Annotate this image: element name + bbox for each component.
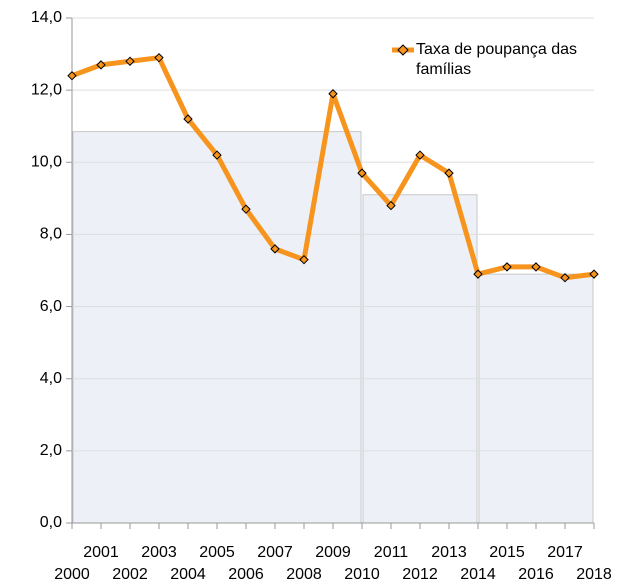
x-tick-label: 2014 bbox=[460, 566, 496, 583]
marker bbox=[560, 273, 570, 283]
period-bar bbox=[362, 194, 478, 524]
marker bbox=[473, 269, 483, 279]
marker bbox=[183, 114, 193, 124]
y-tick-label: 6,0 bbox=[40, 298, 62, 315]
y-tick-label: 4,0 bbox=[40, 370, 62, 387]
x-tick-label: 2016 bbox=[518, 566, 554, 583]
marker bbox=[96, 60, 106, 70]
x-tick-label: 2005 bbox=[199, 544, 235, 561]
period-bar bbox=[478, 273, 594, 524]
x-tick-label: 2012 bbox=[402, 566, 438, 583]
marker bbox=[589, 269, 599, 279]
marker bbox=[502, 262, 512, 272]
marker bbox=[125, 56, 135, 66]
marker bbox=[154, 52, 164, 63]
y-tick-label: 0,0 bbox=[40, 514, 62, 531]
y-tick-label: 14,0 bbox=[31, 9, 62, 26]
x-tick-label: 2009 bbox=[315, 544, 351, 561]
marker bbox=[415, 150, 425, 160]
y-tick-label: 2,0 bbox=[40, 442, 62, 459]
x-tick-label: 2003 bbox=[141, 544, 177, 561]
x-tick-label: 2010 bbox=[344, 566, 380, 583]
marker bbox=[241, 204, 251, 214]
legend-label: Taxa de poupança das famílias bbox=[416, 41, 578, 78]
marker bbox=[357, 168, 367, 178]
legend-marker bbox=[397, 44, 409, 56]
x-tick-label: 2004 bbox=[170, 566, 206, 583]
x-tick-label: 2002 bbox=[112, 566, 148, 583]
x-tick-label: 2006 bbox=[228, 566, 264, 583]
y-tick-label: 12,0 bbox=[31, 81, 62, 98]
x-tick-label: 2011 bbox=[374, 544, 409, 561]
marker bbox=[444, 168, 454, 178]
marker bbox=[328, 89, 338, 99]
marker bbox=[212, 150, 222, 160]
marker bbox=[270, 244, 280, 254]
x-tick-label: 2000 bbox=[54, 566, 90, 583]
x-tick-label: 2015 bbox=[489, 544, 525, 561]
y-tick-label: 8,0 bbox=[40, 226, 62, 243]
y-tick-label: 10,0 bbox=[31, 154, 62, 171]
x-tick-label: 2013 bbox=[431, 544, 467, 561]
x-tick-label: 2018 bbox=[576, 566, 612, 583]
marker bbox=[386, 200, 396, 211]
x-tick-label: 2017 bbox=[547, 544, 583, 561]
x-tick-label: 2008 bbox=[286, 566, 322, 583]
marker bbox=[531, 262, 541, 272]
x-tick-label: 2001 bbox=[83, 544, 119, 561]
marker bbox=[299, 254, 309, 265]
x-tick-label: 2007 bbox=[257, 544, 293, 561]
marker bbox=[67, 71, 77, 81]
